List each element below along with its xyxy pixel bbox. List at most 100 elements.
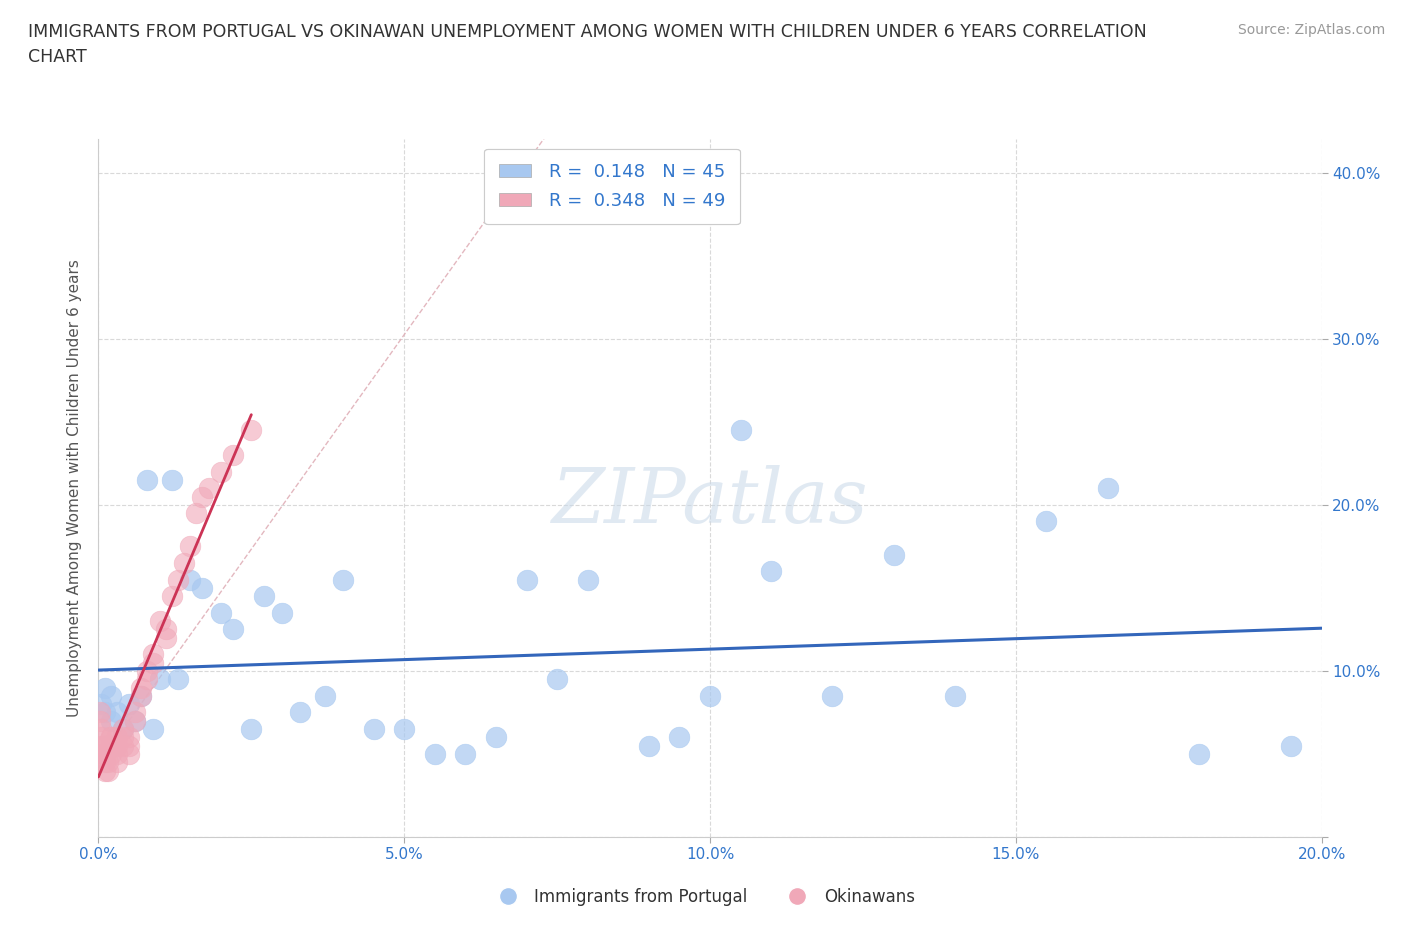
Point — [97, 764, 120, 778]
Point — [821, 688, 844, 703]
Point — [637, 738, 661, 753]
Point — [129, 680, 152, 695]
Point — [93, 705, 115, 720]
Point — [93, 747, 115, 762]
Point — [943, 688, 966, 703]
Point — [129, 688, 152, 703]
Point — [155, 622, 177, 637]
Point — [222, 622, 245, 637]
Point — [314, 688, 336, 703]
Point — [160, 472, 183, 487]
Point — [118, 697, 141, 711]
Point — [197, 481, 219, 496]
Point — [105, 705, 128, 720]
Point — [363, 722, 385, 737]
Point — [118, 730, 141, 745]
Point — [90, 697, 112, 711]
Point — [209, 464, 232, 479]
Point — [89, 705, 111, 720]
Point — [142, 647, 165, 662]
Point — [124, 713, 146, 728]
Point — [118, 747, 141, 762]
Point — [173, 555, 195, 570]
Point — [1279, 738, 1302, 753]
Point — [149, 671, 172, 686]
Point — [191, 489, 214, 504]
Point — [93, 738, 115, 753]
Point — [485, 730, 508, 745]
Point — [167, 671, 190, 686]
Point — [111, 722, 134, 737]
Point — [290, 705, 312, 720]
Point — [730, 422, 752, 438]
Point — [105, 730, 128, 745]
Point — [270, 605, 292, 620]
Y-axis label: Unemployment Among Women with Children Under 6 years: Unemployment Among Women with Children U… — [67, 259, 83, 717]
Point — [91, 738, 114, 753]
Point — [90, 730, 112, 745]
Point — [100, 688, 122, 703]
Point — [93, 764, 115, 778]
Point — [100, 730, 122, 745]
Point — [93, 755, 115, 770]
Point — [89, 713, 111, 728]
Point — [91, 738, 114, 753]
Point — [222, 447, 245, 462]
Point — [392, 722, 416, 737]
Point — [136, 663, 159, 678]
Point — [105, 755, 128, 770]
Point — [100, 738, 122, 753]
Point — [883, 547, 905, 562]
Point — [142, 722, 165, 737]
Text: Source: ZipAtlas.com: Source: ZipAtlas.com — [1237, 23, 1385, 37]
Point — [105, 747, 128, 762]
Point — [136, 671, 159, 686]
Point — [759, 564, 782, 578]
Point — [167, 572, 190, 587]
Point — [332, 572, 354, 587]
Point — [111, 738, 134, 753]
Point — [124, 713, 146, 728]
Point — [100, 747, 122, 762]
Point — [179, 572, 201, 587]
Point — [136, 472, 159, 487]
Point — [454, 747, 477, 762]
Point — [240, 422, 263, 438]
Point — [155, 631, 177, 645]
Point — [160, 589, 183, 604]
Point — [668, 730, 690, 745]
Point — [546, 671, 568, 686]
Point — [124, 705, 146, 720]
Point — [111, 722, 134, 737]
Point — [699, 688, 721, 703]
Point — [576, 572, 599, 587]
Legend: Immigrants from Portugal, Okinawans: Immigrants from Portugal, Okinawans — [484, 881, 922, 912]
Point — [191, 580, 214, 595]
Point — [142, 656, 165, 671]
Point — [516, 572, 538, 587]
Point — [186, 506, 208, 521]
Point — [97, 755, 120, 770]
Point — [252, 589, 274, 604]
Text: ZIPatlas: ZIPatlas — [551, 465, 869, 539]
Point — [209, 605, 232, 620]
Legend: R =  0.148   N = 45, R =  0.348   N = 49: R = 0.148 N = 45, R = 0.348 N = 49 — [484, 149, 740, 224]
Point — [100, 730, 122, 745]
Point — [105, 738, 128, 753]
Point — [91, 747, 114, 762]
Point — [179, 539, 201, 554]
Point — [90, 722, 112, 737]
Point — [118, 738, 141, 753]
Point — [240, 722, 263, 737]
Point — [100, 713, 122, 728]
Point — [149, 614, 172, 629]
Point — [1188, 747, 1211, 762]
Point — [1035, 514, 1057, 529]
Point — [93, 680, 115, 695]
Point — [93, 747, 115, 762]
Text: IMMIGRANTS FROM PORTUGAL VS OKINAWAN UNEMPLOYMENT AMONG WOMEN WITH CHILDREN UNDE: IMMIGRANTS FROM PORTUGAL VS OKINAWAN UNE… — [28, 23, 1147, 66]
Point — [423, 747, 446, 762]
Point — [129, 688, 152, 703]
Point — [111, 730, 134, 745]
Point — [1097, 481, 1119, 496]
